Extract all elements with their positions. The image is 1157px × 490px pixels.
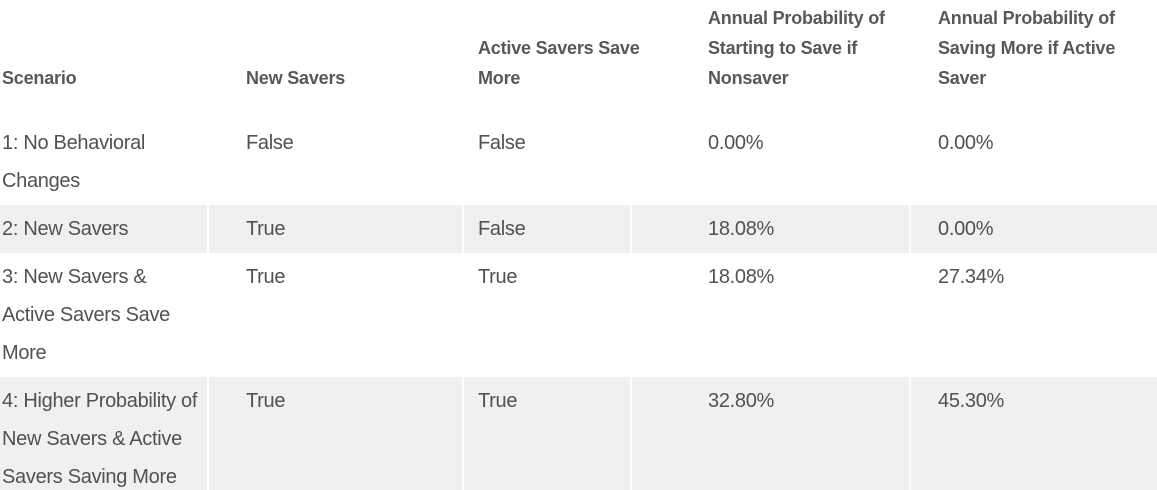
probability-start-saving-cell: 32.80% xyxy=(632,377,909,490)
new-savers-cell: False xyxy=(246,132,294,154)
column-header-scenario: Scenario xyxy=(2,68,77,88)
scenario-cell: 4: Higher Probability of New Savers & Ac… xyxy=(0,377,207,490)
probability-start-saving-cell: 0.00% xyxy=(708,132,764,154)
scenario-cell: 2: New Savers xyxy=(0,205,207,253)
probability-start-saving-cell: 18.08% xyxy=(708,266,775,288)
scenario-cell: 3: New Savers & Active Savers Save More xyxy=(2,266,171,364)
table-row-scenario-2: 2: New Savers True False 18.08% 0.00% xyxy=(0,205,1157,253)
probability-save-more-cell: 0.00% xyxy=(911,205,1157,253)
column-header-annual-probability-saving-more: Annual Probability of Saving More if Act… xyxy=(938,8,1116,88)
active-savers-save-more-cell: False xyxy=(464,205,630,253)
probability-save-more-cell: 27.34% xyxy=(938,266,1005,288)
probability-save-more-cell: 45.30% xyxy=(911,377,1157,490)
column-header-annual-probability-starting-to-save: Annual Probability of Starting to Save i… xyxy=(708,8,885,88)
column-header-new-savers: New Savers xyxy=(246,68,346,88)
column-header-active-savers-save-more: Active Savers Save More xyxy=(478,38,640,88)
new-savers-cell: True xyxy=(209,205,462,253)
probability-save-more-cell: 0.00% xyxy=(938,132,994,154)
table-row-scenario-1: 1: No Behavioral Changes False False 0.0… xyxy=(0,119,1157,205)
table-row-scenario-3: 3: New Savers & Active Savers Save More … xyxy=(0,253,1157,377)
active-savers-save-more-cell: False xyxy=(478,132,526,154)
table-row-scenario-4: 4: Higher Probability of New Savers & Ac… xyxy=(0,377,1157,490)
scenario-cell: 1: No Behavioral Changes xyxy=(2,132,146,192)
active-savers-save-more-cell: True xyxy=(464,377,630,490)
probability-start-saving-cell: 18.08% xyxy=(632,205,909,253)
table-header-row: Scenario New Savers Active Savers Save M… xyxy=(0,0,1157,119)
active-savers-save-more-cell: True xyxy=(478,266,518,288)
new-savers-cell: True xyxy=(246,266,286,288)
new-savers-cell: True xyxy=(209,377,462,490)
